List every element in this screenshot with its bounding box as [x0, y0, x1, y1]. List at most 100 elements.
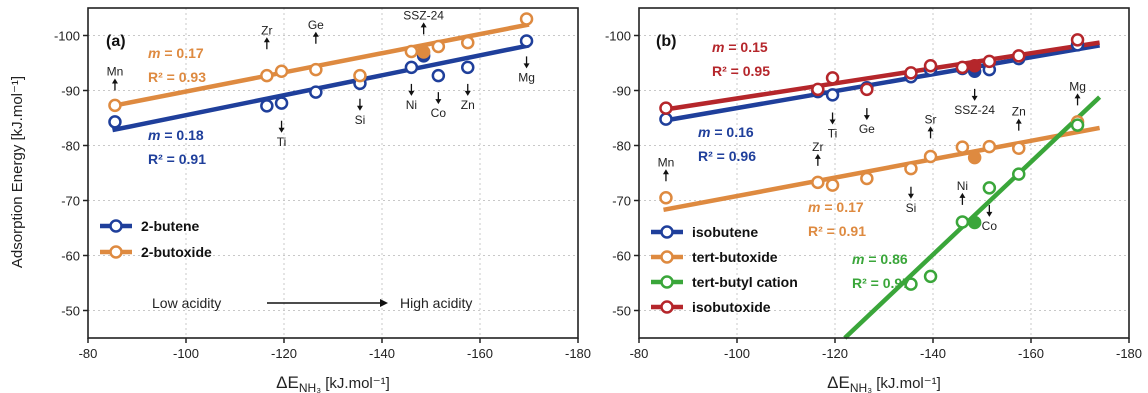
data-point — [811, 82, 825, 97]
annotation-arrowhead — [278, 127, 285, 133]
annotation-label: Mn — [658, 155, 675, 169]
x-tick-label: -100 — [724, 346, 750, 361]
y-tick-label: -50 — [612, 304, 631, 319]
annotation-label: Si — [355, 113, 366, 127]
data-point — [461, 60, 475, 75]
slope-label: m = 0.17 — [148, 45, 204, 61]
annotation-Co: Co — [431, 92, 447, 120]
annotation-Ge: Ge — [308, 18, 324, 44]
annotation-arrowhead — [1074, 93, 1081, 99]
annotation-Zn: Zn — [1012, 105, 1026, 131]
data-point — [955, 140, 970, 154]
legend-label: tert-butyl cation — [692, 274, 798, 290]
data-point — [904, 66, 918, 80]
x-tick-label: -180 — [565, 346, 591, 361]
annotation-arrowhead — [986, 211, 993, 217]
data-point — [461, 35, 475, 50]
data-point — [353, 68, 367, 83]
legend-marker — [660, 300, 674, 314]
x-tick-label: -80 — [630, 346, 649, 361]
annotation-label: Sr — [925, 112, 937, 126]
data-point — [967, 59, 982, 73]
slope-label: m = 0.18 — [148, 127, 204, 143]
data-point — [923, 149, 938, 164]
data-point — [982, 54, 997, 69]
annotation-arrowhead — [263, 37, 270, 43]
slope-label: m = 0.86 — [852, 251, 908, 267]
annotation-label: Ge — [308, 18, 324, 32]
annotation-SSZ-24: SSZ-24 — [954, 88, 995, 117]
annotation-label: Si — [906, 201, 917, 215]
slope-label: m = 0.15 — [712, 39, 768, 55]
data-point — [1012, 49, 1026, 63]
legend-marker — [660, 250, 674, 264]
x-tick-label: -120 — [822, 346, 848, 361]
data-point — [825, 88, 840, 102]
legend-item-isobutoxide: isobutoxide — [651, 299, 771, 315]
legend-item-isobutene: isobutene — [651, 224, 758, 240]
x-tick-label: -160 — [1018, 346, 1044, 361]
annotation-Co: Co — [982, 204, 997, 233]
annotation-Ti: Ti — [277, 120, 286, 149]
legend-item-tert-butyl-cation: tert-butyl cation — [651, 274, 798, 290]
annotation-Sr: Sr — [925, 112, 937, 139]
data-point — [904, 161, 918, 176]
legend-label: 2-butene — [141, 218, 200, 234]
data-point — [1070, 33, 1085, 47]
annotation-arrowhead — [814, 153, 821, 159]
annotation-label: Co — [431, 106, 447, 120]
annotation-arrowhead — [662, 169, 669, 175]
data-point — [811, 175, 825, 190]
y-tick-label: -90 — [612, 84, 631, 99]
legend-item-2-butene: 2-butene — [100, 218, 200, 234]
annotation-label: Zr — [261, 23, 272, 37]
data-point — [309, 85, 323, 99]
data-point — [404, 60, 419, 75]
annotation-label: Ni — [406, 98, 417, 112]
x-axis-title: ΔENH₃ [kJ.mol⁻¹] — [827, 373, 941, 393]
x-tick-label: -120 — [271, 346, 297, 361]
annotation-label: Ti — [828, 127, 838, 141]
annotation-label: Mn — [107, 65, 124, 79]
annotation-Mg: Mg — [1069, 79, 1086, 106]
data-point — [1012, 141, 1026, 155]
legend-label: isobutoxide — [692, 299, 771, 315]
flow-left-label: Low acidity — [152, 295, 221, 311]
data-point — [904, 277, 918, 291]
annotation-arrowhead — [312, 31, 319, 37]
annotation-arrowhead — [971, 95, 978, 101]
annotation-Ge: Ge — [859, 108, 875, 136]
data-point — [431, 68, 446, 83]
plot-frame — [87, 7, 579, 339]
y-tick-label: -70 — [612, 194, 631, 209]
annotation-Zr: Zr — [812, 140, 824, 166]
annotation-label: Zn — [461, 98, 475, 112]
y-tick-label: -50 — [61, 304, 80, 319]
y-tick-label: -100 — [54, 29, 80, 44]
x-tick-label: -140 — [369, 346, 395, 361]
data-point — [659, 191, 673, 205]
panel-label: (a) — [106, 33, 126, 50]
data-point — [416, 45, 431, 59]
chart-panel-b: -50 -60 -70 -80 -90 -100 -80 -100 -120 -140 -160 -1… — [605, 7, 1142, 393]
annotation-label: Ni — [957, 179, 968, 193]
flow-arrowhead — [380, 299, 388, 307]
annotation-arrowhead — [829, 119, 836, 125]
y-axis-title: Adsorption Energy [kJ.mol⁻¹] — [9, 76, 26, 268]
slope-label: m = 0.16 — [698, 124, 754, 140]
annotation-arrowhead — [408, 90, 415, 96]
data-point — [519, 34, 534, 48]
annotation-Ni: Ni — [957, 179, 968, 205]
fit-line-tert-butoxide — [663, 125, 1101, 213]
annotation-arrowhead — [927, 126, 934, 132]
flow-right-label: High acidity — [400, 295, 472, 311]
fit-line-isobutene — [663, 43, 1100, 123]
legend-label: 2-butoxide — [141, 244, 212, 260]
data-point — [404, 44, 419, 59]
annotation-Si: Si — [906, 186, 917, 215]
chart-panel-a: -50 -60 -70 -80 -90 -100 -80 -100 -120 -140 -160 -1… — [54, 7, 591, 393]
r-squared-label: R² = 0.95 — [712, 63, 770, 79]
x-tick-label: -80 — [79, 346, 98, 361]
annotation-Mn: Mn — [107, 65, 124, 91]
x-tick-label: -180 — [1116, 346, 1142, 361]
